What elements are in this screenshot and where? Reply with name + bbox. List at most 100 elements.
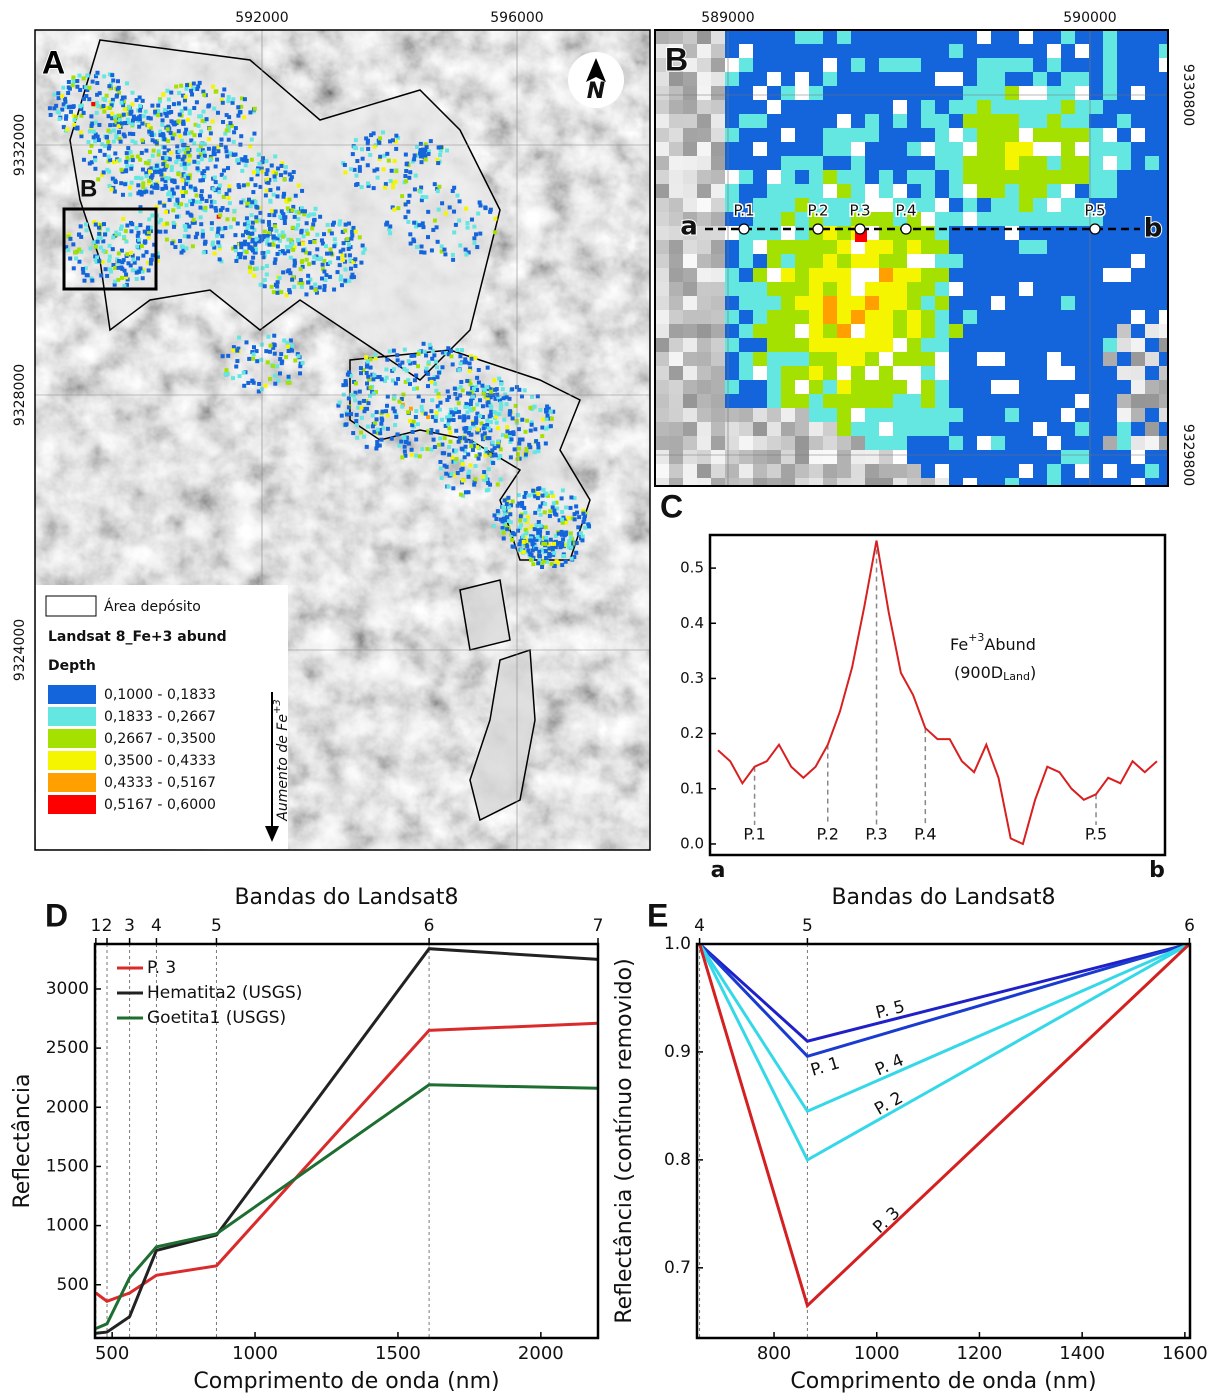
pixel xyxy=(195,232,199,236)
pixel xyxy=(879,142,894,157)
pixel xyxy=(823,394,838,409)
pixel xyxy=(187,235,191,239)
pixel xyxy=(273,382,277,386)
pixel xyxy=(265,272,269,276)
pixel xyxy=(1089,100,1104,115)
pixel xyxy=(440,365,444,369)
pixel xyxy=(1131,30,1146,45)
pixel xyxy=(795,310,810,325)
x2-tick-label: 6 xyxy=(424,916,435,936)
pixel xyxy=(156,104,160,108)
pixel xyxy=(1131,142,1146,157)
pixel xyxy=(143,239,147,243)
pixel xyxy=(1159,394,1174,409)
pixel xyxy=(385,404,389,408)
pixel xyxy=(1089,310,1104,325)
pixel xyxy=(907,100,922,115)
pixel xyxy=(200,197,204,201)
pixel xyxy=(1047,184,1062,199)
pixel xyxy=(502,508,506,512)
pixel xyxy=(372,373,376,377)
pixel xyxy=(963,170,978,185)
pixel xyxy=(935,44,950,59)
pixel xyxy=(272,243,276,247)
pixel xyxy=(1089,450,1104,465)
pixel xyxy=(501,387,505,391)
pixel xyxy=(525,531,529,535)
pixel xyxy=(1089,58,1104,73)
pixel xyxy=(949,58,964,73)
pixel xyxy=(465,379,469,383)
pixel xyxy=(1117,44,1132,59)
pixel xyxy=(1131,450,1146,465)
pixel xyxy=(767,338,782,353)
pixel xyxy=(977,380,992,395)
pixel xyxy=(548,514,552,518)
pixel xyxy=(394,169,398,173)
pixel xyxy=(1047,212,1062,227)
pixel xyxy=(378,136,382,140)
pixel xyxy=(359,406,363,410)
pixel xyxy=(287,288,291,292)
pixel xyxy=(879,156,894,171)
pixel xyxy=(935,114,950,129)
pixel xyxy=(371,377,375,381)
pixel xyxy=(851,128,866,143)
pixel xyxy=(767,212,782,227)
pixel xyxy=(404,440,408,444)
pixel xyxy=(893,380,908,395)
pixel xyxy=(1103,240,1118,255)
pixel xyxy=(977,114,992,129)
pixel xyxy=(107,114,111,118)
pixel xyxy=(165,89,169,93)
legend-label: 0,1833 - 0,2667 xyxy=(104,709,216,725)
pixel xyxy=(669,338,684,353)
pixel xyxy=(433,219,437,223)
pixel xyxy=(809,156,824,171)
pixel xyxy=(533,450,537,454)
pixel xyxy=(92,135,96,139)
pixel xyxy=(386,427,390,431)
pixel xyxy=(1075,352,1090,367)
pixel xyxy=(1159,142,1174,157)
pixel xyxy=(977,352,992,367)
pixel xyxy=(121,217,125,221)
pixel xyxy=(195,193,199,197)
pixel xyxy=(1019,254,1034,269)
pixel xyxy=(725,366,740,381)
pixel xyxy=(795,324,810,339)
pixel xyxy=(280,209,284,213)
pixel xyxy=(893,436,908,451)
pixel xyxy=(488,210,492,214)
pixel xyxy=(561,537,565,541)
pixel xyxy=(389,179,393,183)
pixel xyxy=(266,360,270,364)
pixel xyxy=(117,266,121,270)
pixel xyxy=(781,142,796,157)
pixel xyxy=(472,236,476,240)
pixel xyxy=(351,152,355,156)
pixel xyxy=(375,410,379,414)
pixel xyxy=(907,72,922,87)
pixel xyxy=(420,408,424,412)
pixel xyxy=(475,403,479,407)
pixel xyxy=(935,184,950,199)
pixel xyxy=(725,72,740,87)
legend-title: Landsat 8_Fe+3 abund xyxy=(48,629,227,645)
pixel xyxy=(135,98,139,102)
pixel xyxy=(118,118,122,122)
pixel xyxy=(362,435,366,439)
pixel xyxy=(739,44,754,59)
pixel xyxy=(725,310,740,325)
pixel xyxy=(1145,296,1160,311)
pixel xyxy=(548,509,552,513)
pixel xyxy=(412,420,416,424)
pixel xyxy=(57,111,61,115)
pixel xyxy=(1005,100,1020,115)
pixel xyxy=(263,278,267,282)
pixel xyxy=(809,310,824,325)
pixel xyxy=(300,285,304,289)
pixel xyxy=(1075,268,1090,283)
pixel xyxy=(413,378,417,382)
pixel xyxy=(1131,338,1146,353)
